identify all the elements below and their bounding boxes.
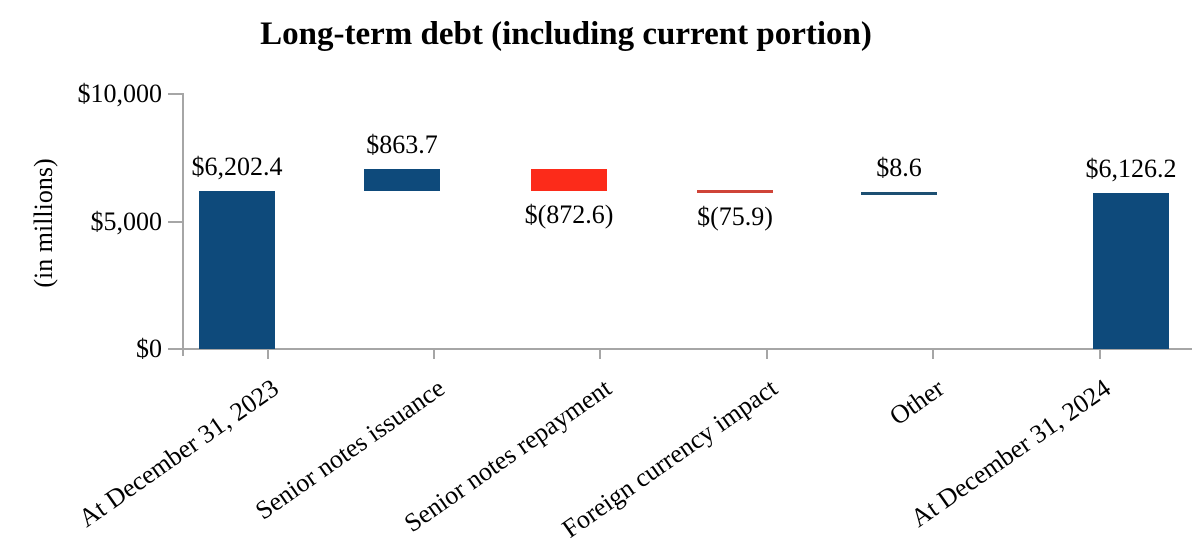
- bar-value-label: $6,126.2: [1085, 153, 1177, 183]
- bar-value-label: $6,202.4: [191, 151, 283, 181]
- y-axis-tick-label: $10,000: [77, 79, 163, 108]
- bar-value-label: $(75.9): [697, 202, 773, 232]
- chart-title: Long-term debt (including current portio…: [260, 16, 872, 52]
- waterfall-bar: [531, 168, 607, 192]
- y-axis-tick: [168, 348, 183, 350]
- waterfall-bar: [1093, 192, 1169, 349]
- x-axis-tick: [932, 348, 934, 359]
- waterfall-bar: [199, 190, 275, 349]
- x-axis-category-label: At December 31, 2023: [73, 373, 285, 533]
- x-axis-category-label: Other: [883, 373, 950, 431]
- waterfall-bar: [697, 190, 773, 194]
- y-axis-line: [182, 93, 184, 356]
- x-axis-tick: [599, 348, 601, 359]
- bar-value-label: $(872.6): [524, 200, 614, 230]
- bar-value-label: $8.6: [876, 152, 922, 182]
- x-axis-tick: [433, 348, 435, 359]
- y-axis-tick: [168, 220, 183, 223]
- y-axis-tick-label: $0: [136, 334, 162, 363]
- bar-value-label: $863.7: [366, 129, 438, 159]
- y-axis-tick: [168, 93, 183, 95]
- x-axis-line: [175, 348, 1192, 350]
- x-axis-tick: [267, 348, 269, 359]
- y-axis-tick-label: $5,000: [90, 206, 163, 236]
- x-axis-tick: [1099, 348, 1101, 359]
- waterfall-bar: [364, 168, 440, 191]
- waterfall-bar: [861, 191, 937, 195]
- x-axis-tick: [766, 348, 768, 359]
